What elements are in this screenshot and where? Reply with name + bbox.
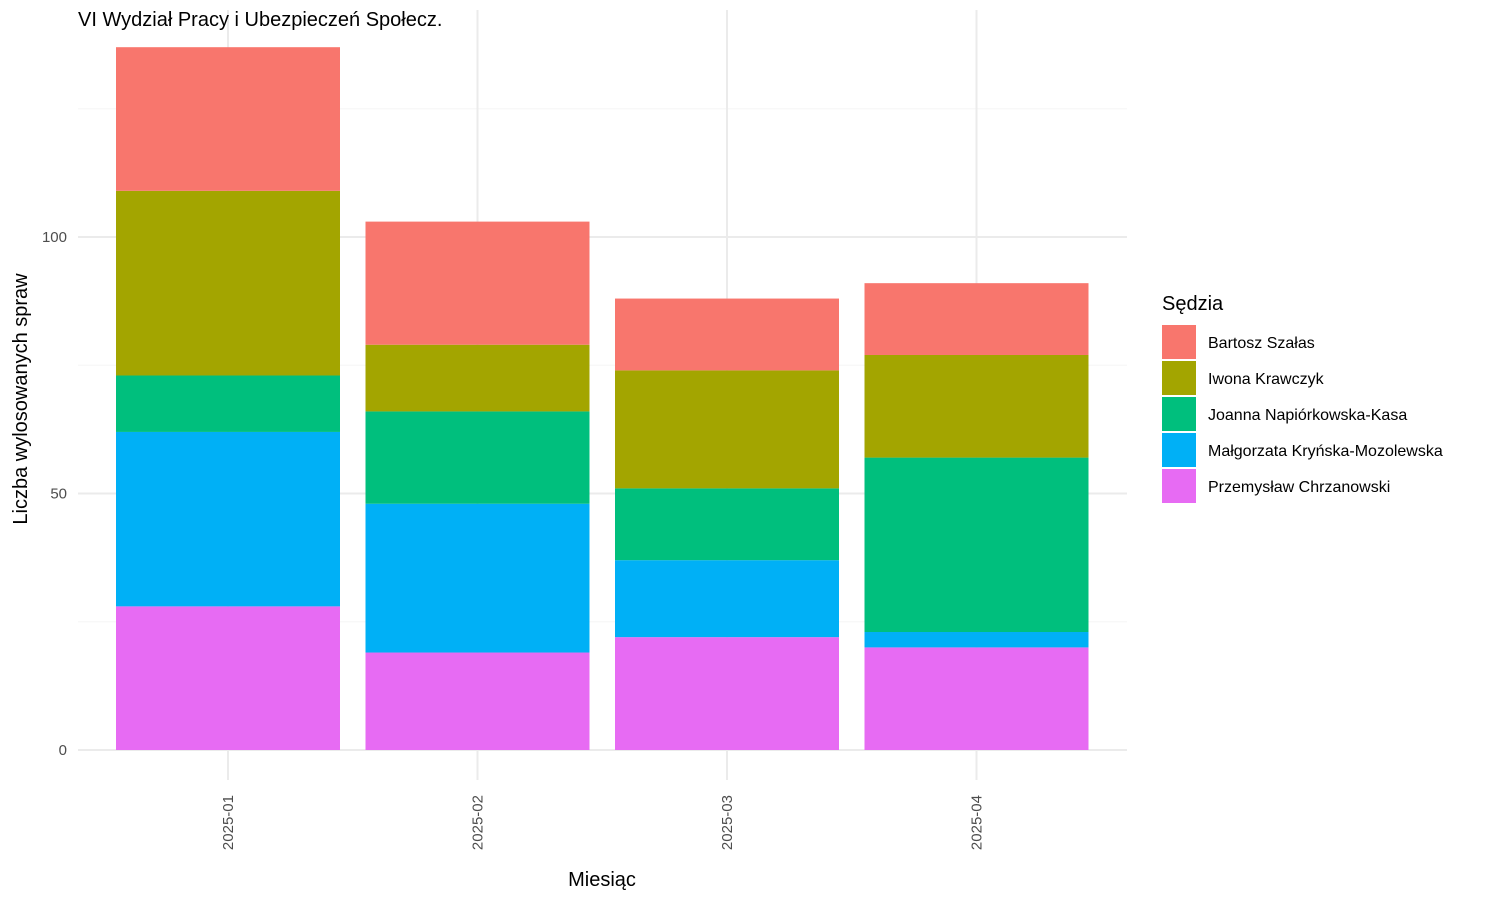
bar-segment bbox=[365, 344, 590, 412]
bar-segment bbox=[365, 411, 590, 504]
legend-swatch bbox=[1162, 469, 1196, 503]
bar-segment bbox=[864, 647, 1089, 750]
x-tick-label: 2025-04 bbox=[969, 795, 986, 850]
legend-swatch bbox=[1162, 361, 1196, 395]
legend-swatch bbox=[1162, 397, 1196, 431]
bar-segment bbox=[365, 221, 590, 345]
y-tick-label: 0 bbox=[59, 742, 67, 759]
y-tick-label: 100 bbox=[42, 229, 67, 246]
legend-swatch bbox=[1162, 433, 1196, 467]
x-tick-label: 2025-02 bbox=[470, 795, 487, 850]
x-tick-label: 2025-01 bbox=[220, 795, 237, 850]
bar-segment bbox=[864, 632, 1089, 648]
bar-segment bbox=[615, 560, 839, 638]
bar-segment bbox=[365, 652, 590, 750]
legend-swatch bbox=[1162, 325, 1196, 359]
bar-segment bbox=[615, 488, 839, 561]
legend: Sędzia Bartosz Szałas Iwona Krawczyk Joann… bbox=[1162, 293, 1443, 503]
bar-segment bbox=[116, 606, 340, 750]
x-axis-ticks: 2025-01 2025-02 2025-03 2025-04 bbox=[220, 795, 986, 850]
bar-segment bbox=[864, 457, 1089, 633]
legend-label: Małgorzata Kryńska-Mozolewska bbox=[1208, 443, 1443, 460]
legend-label: Przemysław Chrzanowski bbox=[1208, 479, 1390, 496]
x-tick-label: 2025-03 bbox=[719, 795, 736, 850]
legend-label: Bartosz Szałas bbox=[1208, 335, 1315, 352]
bar-segment bbox=[615, 370, 839, 489]
chart-title: VI Wydział Pracy i Ubezpieczeń Społecz. bbox=[78, 9, 442, 31]
bar-segment bbox=[116, 375, 340, 432]
y-axis-ticks: 0 50 100 bbox=[42, 229, 67, 759]
bar-segment bbox=[116, 47, 340, 191]
legend-label: Iwona Krawczyk bbox=[1208, 371, 1325, 388]
legend-items: Bartosz Szałas Iwona Krawczyk Joanna Napió… bbox=[1162, 325, 1443, 503]
bar-segment bbox=[615, 298, 839, 371]
bar-segment bbox=[864, 354, 1089, 458]
legend-title: Sędzia bbox=[1162, 293, 1224, 315]
bars bbox=[116, 47, 1089, 750]
y-axis-title: Liczba wylosowanych spraw bbox=[10, 273, 32, 525]
bar-segment bbox=[116, 190, 340, 376]
bar-segment bbox=[365, 503, 590, 653]
legend-label: Joanna Napiórkowska-Kasa bbox=[1208, 407, 1407, 424]
bar-segment bbox=[615, 637, 839, 750]
bar-segment bbox=[116, 431, 340, 607]
y-tick-label: 50 bbox=[50, 486, 67, 503]
bar-segment bbox=[864, 283, 1089, 355]
x-axis-title: Miesiąc bbox=[568, 869, 636, 891]
